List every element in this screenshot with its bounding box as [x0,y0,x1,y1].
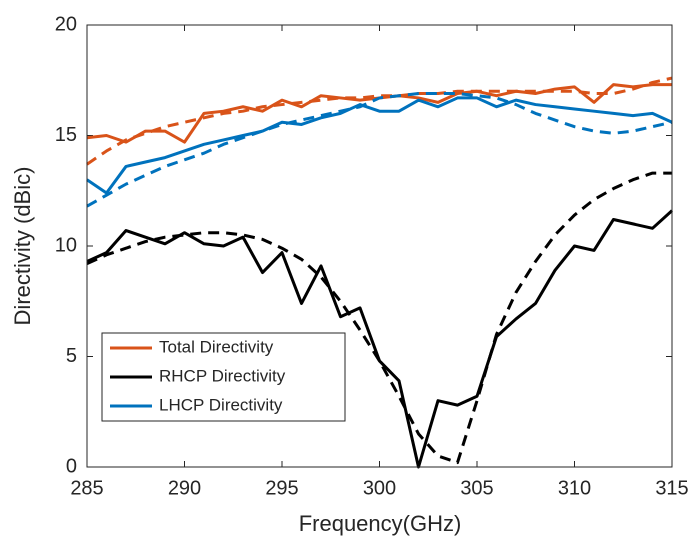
x-tick-label: 290 [168,477,201,499]
data-line [86,209,674,469]
fit-line [86,92,673,208]
x-tick-label: 295 [265,477,298,499]
x-tick-label: 300 [363,477,396,499]
y-tick-label: 20 [55,13,77,35]
x-axis-label: Frequency(GHz) [299,511,462,536]
x-tick-label: 285 [70,477,103,499]
y-axis-label: Directivity (dBic) [10,167,35,326]
y-tick-label: 10 [55,234,77,256]
x-tick-label: 315 [655,477,688,499]
legend-label: RHCP Directivity [159,366,286,385]
y-tick-label: 15 [55,124,77,146]
fit-line [86,171,672,465]
legend-label: LHCP Directivity [159,395,283,414]
y-tick-label: 5 [66,345,77,367]
x-tick-label: 305 [460,477,493,499]
legend-label: Total Directivity [159,337,274,356]
x-tick-label: 310 [558,477,591,499]
axes-box [86,24,673,468]
data-line [86,96,673,195]
legend: Total Directivity RHCP Directivity LHCP Di… [101,332,346,422]
y-tick-label: 0 [66,455,77,477]
